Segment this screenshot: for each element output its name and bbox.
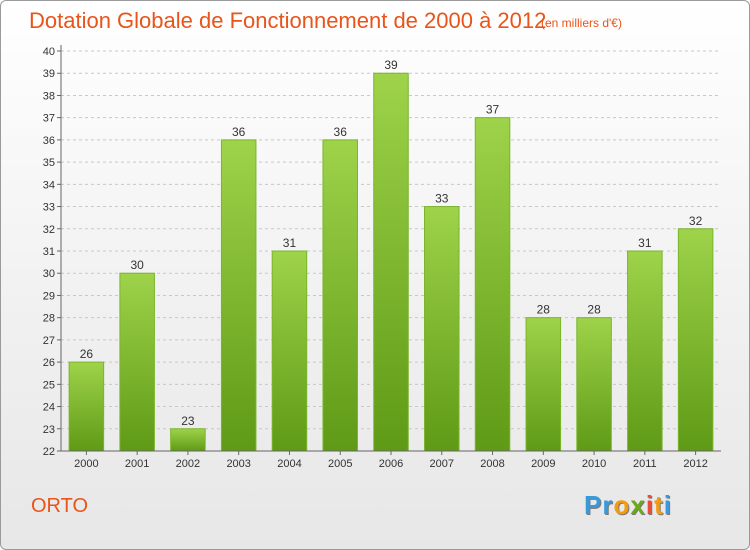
y-tick-label: 24 bbox=[43, 402, 55, 414]
y-tick-label: 38 bbox=[43, 90, 55, 102]
logo-letter: P bbox=[584, 490, 603, 520]
x-tick-label: 2004 bbox=[277, 458, 301, 470]
bar bbox=[119, 272, 155, 452]
bar-value-label: 39 bbox=[384, 58, 398, 72]
x-tick-label: 2009 bbox=[531, 458, 555, 470]
bar-value-label: 23 bbox=[181, 414, 195, 428]
bar bbox=[474, 117, 511, 452]
x-tick-label: 2007 bbox=[430, 458, 454, 470]
bar bbox=[271, 250, 308, 452]
x-tick-label: 2011 bbox=[633, 458, 657, 470]
x-tick-label: 2012 bbox=[683, 458, 707, 470]
x-tick-label: 2005 bbox=[328, 458, 352, 470]
y-tick-label: 32 bbox=[43, 224, 55, 236]
y-tick-label: 28 bbox=[43, 313, 55, 325]
logo-letter: o bbox=[613, 490, 631, 520]
logo-letter: r bbox=[602, 490, 614, 520]
y-tick-label: 39 bbox=[43, 68, 55, 80]
y-tick-label: 26 bbox=[43, 357, 55, 369]
bar bbox=[576, 317, 612, 452]
bar-value-label: 37 bbox=[486, 103, 500, 117]
bar-value-label: 28 bbox=[587, 303, 601, 317]
y-tick-label: 27 bbox=[43, 335, 55, 347]
x-tick-label: 2003 bbox=[226, 458, 250, 470]
bar-value-label: 30 bbox=[130, 258, 144, 272]
x-tick-label: 2002 bbox=[176, 458, 200, 470]
axis-layer: 22 23 24 25 26 27 28 29 30 31 32 33 34 35 36 37 38 39 40 20… bbox=[43, 45, 721, 470]
y-tick-label: 25 bbox=[43, 379, 55, 391]
x-tick-label: 2001 bbox=[125, 458, 149, 470]
y-tick-label: 36 bbox=[43, 135, 55, 147]
bar bbox=[525, 317, 562, 452]
bar-value-label: 32 bbox=[689, 214, 703, 228]
chart-unit: (en milliers d'€) bbox=[541, 16, 622, 30]
logo-letter: t bbox=[654, 490, 664, 520]
proxiti-logo[interactable]: Proxiti bbox=[584, 490, 672, 521]
bar-value-label: 26 bbox=[80, 347, 94, 361]
logo-letter: i bbox=[645, 490, 655, 520]
y-tick-label: 35 bbox=[43, 157, 55, 169]
y-tick-label: 29 bbox=[43, 290, 55, 302]
y-tick-label: 34 bbox=[43, 179, 55, 191]
bar bbox=[68, 361, 105, 452]
bar bbox=[373, 72, 409, 452]
commune-name: ORTO bbox=[31, 495, 89, 517]
logo-letter: x bbox=[630, 490, 646, 520]
bar bbox=[220, 139, 257, 452]
bar-value-label: 28 bbox=[537, 303, 551, 317]
bar-layer bbox=[68, 72, 714, 452]
bar-value-label: 31 bbox=[283, 236, 297, 250]
bar-value-label: 36 bbox=[334, 125, 348, 139]
bar-value-label: 33 bbox=[435, 192, 449, 206]
y-tick-label: 22 bbox=[43, 446, 55, 458]
bar bbox=[170, 428, 206, 452]
x-tick-label: 2000 bbox=[74, 458, 98, 470]
logo-letter: i bbox=[663, 490, 672, 520]
bar-value-label: 31 bbox=[638, 236, 652, 250]
bar bbox=[627, 250, 663, 452]
bar bbox=[424, 206, 460, 452]
y-tick-label: 31 bbox=[43, 246, 55, 258]
x-tick-label: 2010 bbox=[582, 458, 606, 470]
bar-value-label: 36 bbox=[232, 125, 246, 139]
y-tick-label: 23 bbox=[43, 424, 55, 436]
x-tick-label: 2006 bbox=[379, 458, 403, 470]
y-tick-label: 40 bbox=[43, 46, 55, 58]
y-tick-label: 33 bbox=[43, 202, 55, 214]
x-tick-label: 2008 bbox=[480, 458, 504, 470]
y-tick-label: 30 bbox=[43, 268, 55, 280]
bar bbox=[677, 228, 714, 452]
bar bbox=[322, 139, 358, 452]
y-tick-label: 37 bbox=[43, 113, 55, 125]
label-layer: 26 30 23 36 31 36 39 33 37 28 28 31 32 bbox=[80, 58, 703, 428]
chart-title: Dotation Globale de Fonctionnement de 20… bbox=[29, 8, 547, 33]
